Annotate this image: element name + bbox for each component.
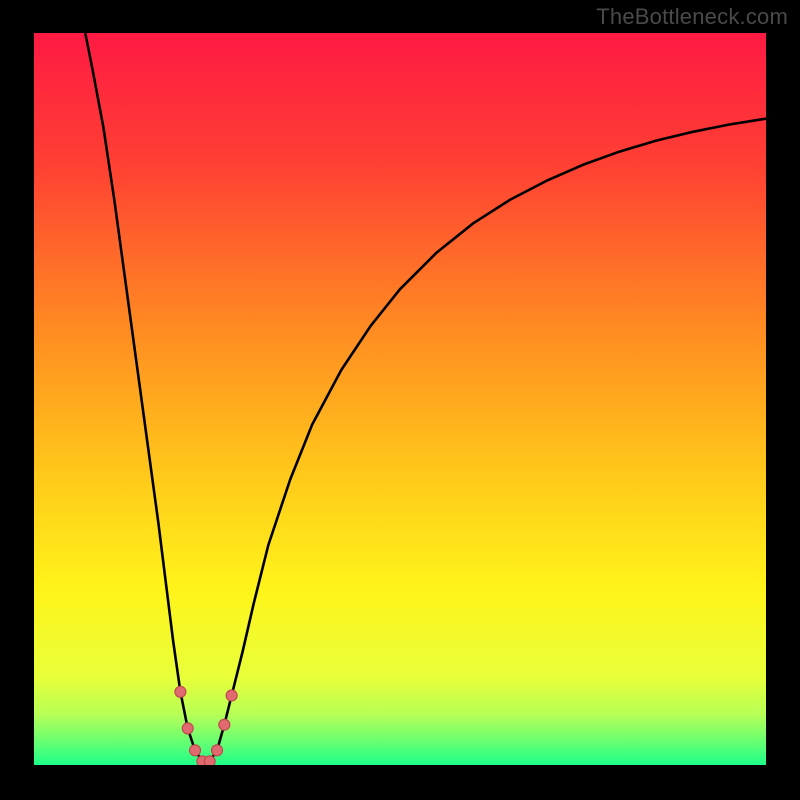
marker-dot bbox=[182, 723, 193, 734]
chart-frame bbox=[34, 33, 766, 765]
watermark: TheBottleneck.com bbox=[596, 4, 788, 30]
marker-dot bbox=[190, 745, 201, 756]
marker-dot bbox=[219, 719, 230, 730]
curve-markers bbox=[175, 686, 237, 765]
marker-dot bbox=[204, 756, 215, 765]
marker-dot bbox=[212, 745, 223, 756]
marker-dot bbox=[226, 690, 237, 701]
marker-dot bbox=[175, 686, 186, 697]
bottleneck-curve bbox=[85, 33, 766, 761]
chart-overlay bbox=[34, 33, 766, 765]
